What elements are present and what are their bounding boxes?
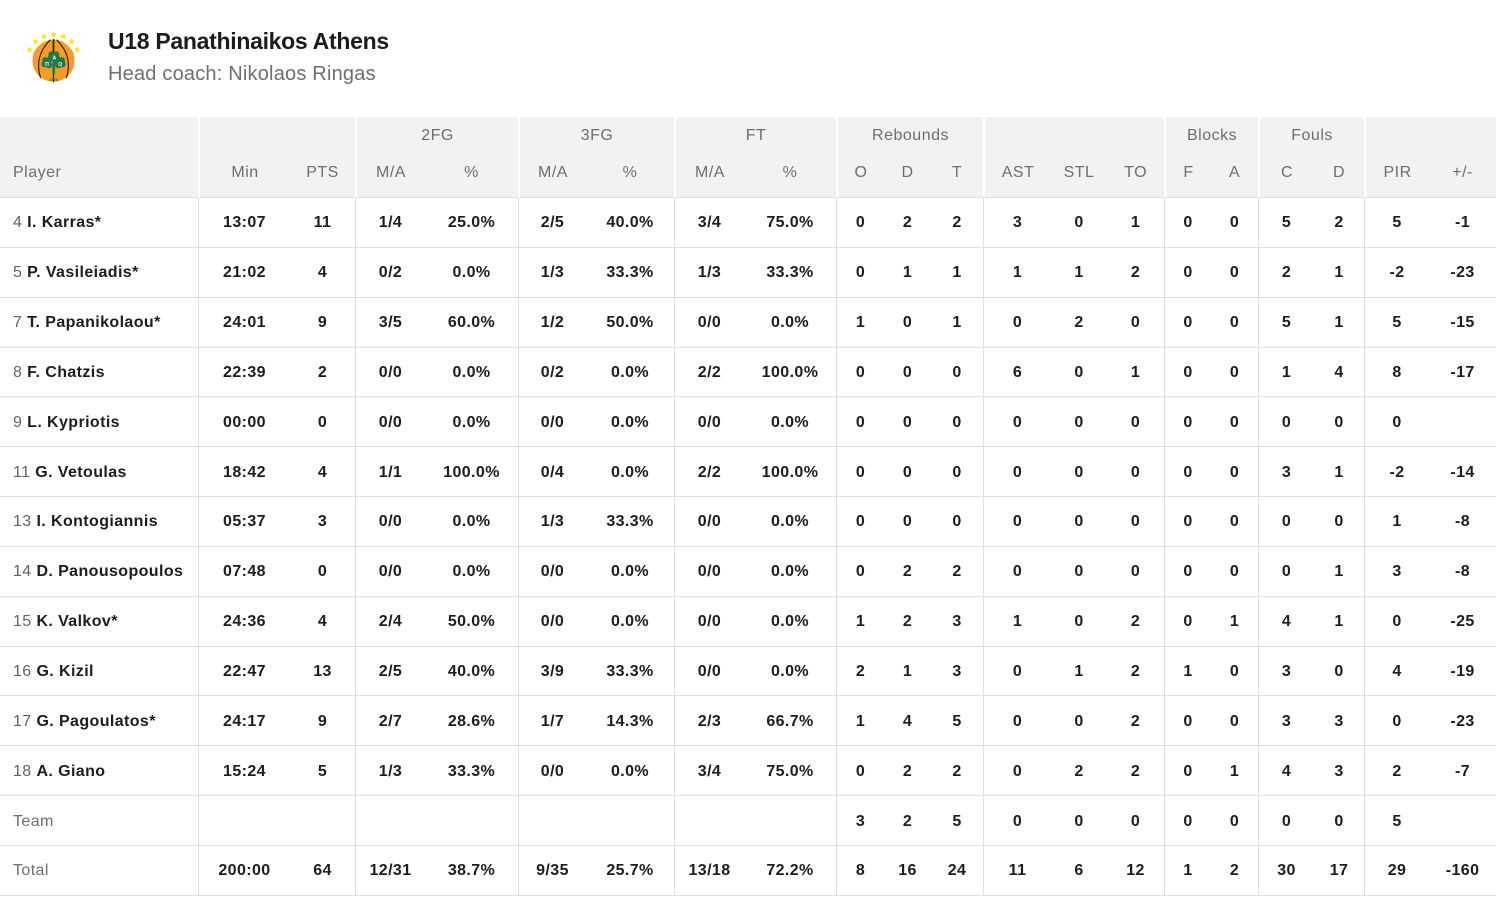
- svg-text:Ο: Ο: [58, 62, 62, 68]
- svg-text:1908: 1908: [49, 77, 59, 82]
- svg-text:Π: Π: [45, 62, 49, 68]
- svg-text:Α: Α: [53, 56, 57, 62]
